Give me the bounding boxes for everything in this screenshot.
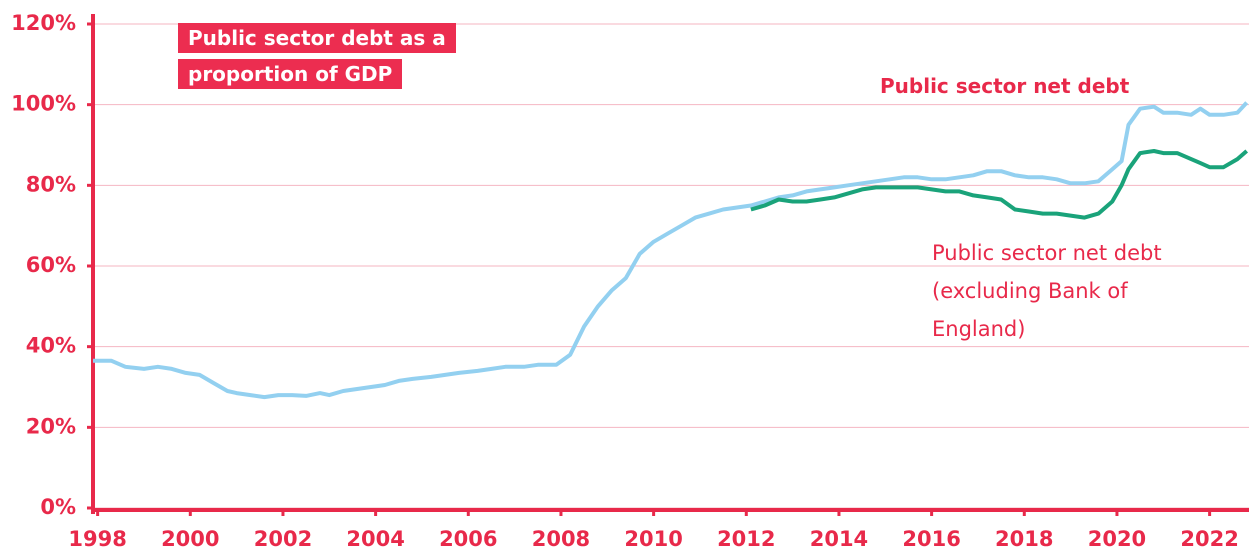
y-tick-label: 20% bbox=[26, 414, 76, 438]
y-tick-label: 60% bbox=[26, 253, 76, 277]
chart-title-text: Public sector debt as a proportion of GD… bbox=[178, 23, 456, 89]
x-tick-label: 2022 bbox=[1180, 527, 1238, 551]
y-tick-label: 100% bbox=[11, 92, 76, 116]
x-tick-label: 2004 bbox=[346, 527, 404, 551]
series-label: Public sector net debt (excluding Bank o… bbox=[932, 241, 1162, 341]
x-tick-label: 2002 bbox=[254, 527, 312, 551]
y-tick-label: 120% bbox=[11, 11, 76, 35]
x-tick-label: 2020 bbox=[1088, 527, 1146, 551]
y-tick-label: 40% bbox=[26, 334, 76, 358]
x-tick-label: 2016 bbox=[902, 527, 960, 551]
x-tick-label: 2008 bbox=[532, 527, 590, 551]
series-line bbox=[750, 149, 1249, 220]
x-tick-label: 1998 bbox=[68, 527, 126, 551]
y-tick-label: 80% bbox=[26, 172, 76, 196]
y-tick-label: 0% bbox=[40, 495, 76, 519]
series-line bbox=[93, 101, 1249, 400]
series-label: Public sector net debt bbox=[880, 74, 1130, 98]
x-tick-label: 2000 bbox=[161, 527, 219, 551]
x-tick-label: 2006 bbox=[439, 527, 497, 551]
x-tick-label: 2012 bbox=[717, 527, 775, 551]
chart-title: Public sector debt as a proportion of GD… bbox=[178, 20, 478, 92]
x-tick-label: 2010 bbox=[624, 527, 682, 551]
x-tick-label: 2014 bbox=[810, 527, 868, 551]
x-tick-label: 2018 bbox=[995, 527, 1053, 551]
